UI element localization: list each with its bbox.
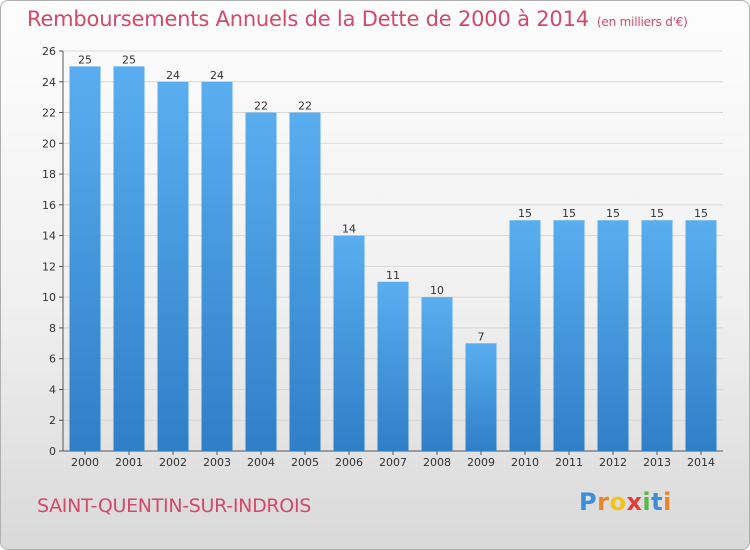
bar-2011 [553, 220, 585, 451]
bar-2008 [421, 297, 453, 451]
y-tick-label: 16 [42, 199, 56, 212]
y-tick-label: 14 [42, 230, 56, 243]
bar-2006 [333, 235, 365, 451]
data-label-2014: 15 [694, 207, 708, 220]
y-tick-label: 26 [42, 45, 56, 58]
data-label-2008: 10 [430, 284, 444, 297]
bar-2012 [597, 220, 629, 451]
data-label-2003: 24 [210, 69, 224, 82]
data-label-2004: 22 [254, 100, 268, 113]
logo-letter: t [651, 488, 664, 516]
data-label-2009: 7 [478, 330, 485, 343]
x-tick-label-2014: 2014 [687, 456, 715, 469]
x-tick-label-2003: 2003 [203, 456, 231, 469]
y-tick-label: 0 [49, 445, 56, 458]
chart-subtitle: (en milliers d'€) [596, 15, 688, 29]
data-label-2011: 15 [562, 207, 576, 220]
x-tick-label-2009: 2009 [467, 456, 495, 469]
y-tick-label: 12 [42, 260, 56, 273]
data-label-2007: 11 [386, 269, 400, 282]
x-tick-label-2002: 2002 [159, 456, 187, 469]
logo-letter: x [626, 488, 643, 516]
y-tick-label: 20 [42, 137, 56, 150]
y-tick-label: 4 [49, 383, 56, 396]
bar-2009 [465, 343, 497, 451]
data-label-2002: 24 [166, 69, 180, 82]
bar-2013 [641, 220, 673, 451]
bar-2014 [685, 220, 717, 451]
data-label-2006: 14 [342, 223, 356, 236]
bar-2005 [289, 112, 321, 452]
logo-letter: i [663, 488, 672, 516]
chart-title-text: Remboursements Annuels de la Dette de 20… [27, 7, 589, 31]
x-tick-label-2001: 2001 [115, 456, 143, 469]
y-tick-label: 24 [42, 76, 56, 89]
x-tick-label-2007: 2007 [379, 456, 407, 469]
data-label-2012: 15 [606, 207, 620, 220]
x-tick-label-2008: 2008 [423, 456, 451, 469]
commune-name: SAINT-QUENTIN-SUR-INDROIS [37, 495, 312, 517]
x-tick-label-2000: 2000 [71, 456, 99, 469]
x-tick-label-2006: 2006 [335, 456, 363, 469]
proxiti-logo: Proxiti [579, 488, 672, 516]
bar-2002 [157, 81, 189, 452]
x-tick-label-2004: 2004 [247, 456, 275, 469]
bar-2003 [201, 81, 233, 452]
data-label-2000: 25 [78, 53, 92, 66]
x-tick-label-2011: 2011 [555, 456, 583, 469]
x-tick-label-2012: 2012 [599, 456, 627, 469]
bar-2010 [509, 220, 541, 451]
logo-letter: o [609, 488, 627, 516]
y-tick-label: 22 [42, 107, 56, 120]
logo-letter: i [642, 488, 652, 516]
y-tick-label: 10 [42, 291, 56, 304]
bar-2000 [69, 66, 101, 451]
chart-title: Remboursements Annuels de la Dette de 20… [27, 7, 688, 31]
x-tick-label-2010: 2010 [511, 456, 539, 469]
y-tick-label: 8 [49, 322, 56, 335]
logo-letter: r [597, 488, 610, 516]
x-tick-label-2013: 2013 [643, 456, 671, 469]
data-label-2005: 22 [298, 100, 312, 113]
y-tick-label: 18 [42, 168, 56, 181]
x-tick-label-2005: 2005 [291, 456, 319, 469]
y-tick-label: 6 [49, 353, 56, 366]
bar-2001 [113, 66, 145, 451]
bar-2004 [245, 112, 277, 452]
data-label-2010: 15 [518, 207, 532, 220]
bar-2007 [377, 281, 409, 451]
logo-letter: P [579, 488, 598, 516]
data-label-2001: 25 [122, 53, 136, 66]
data-label-2013: 15 [650, 207, 664, 220]
y-tick-label: 2 [49, 414, 56, 427]
